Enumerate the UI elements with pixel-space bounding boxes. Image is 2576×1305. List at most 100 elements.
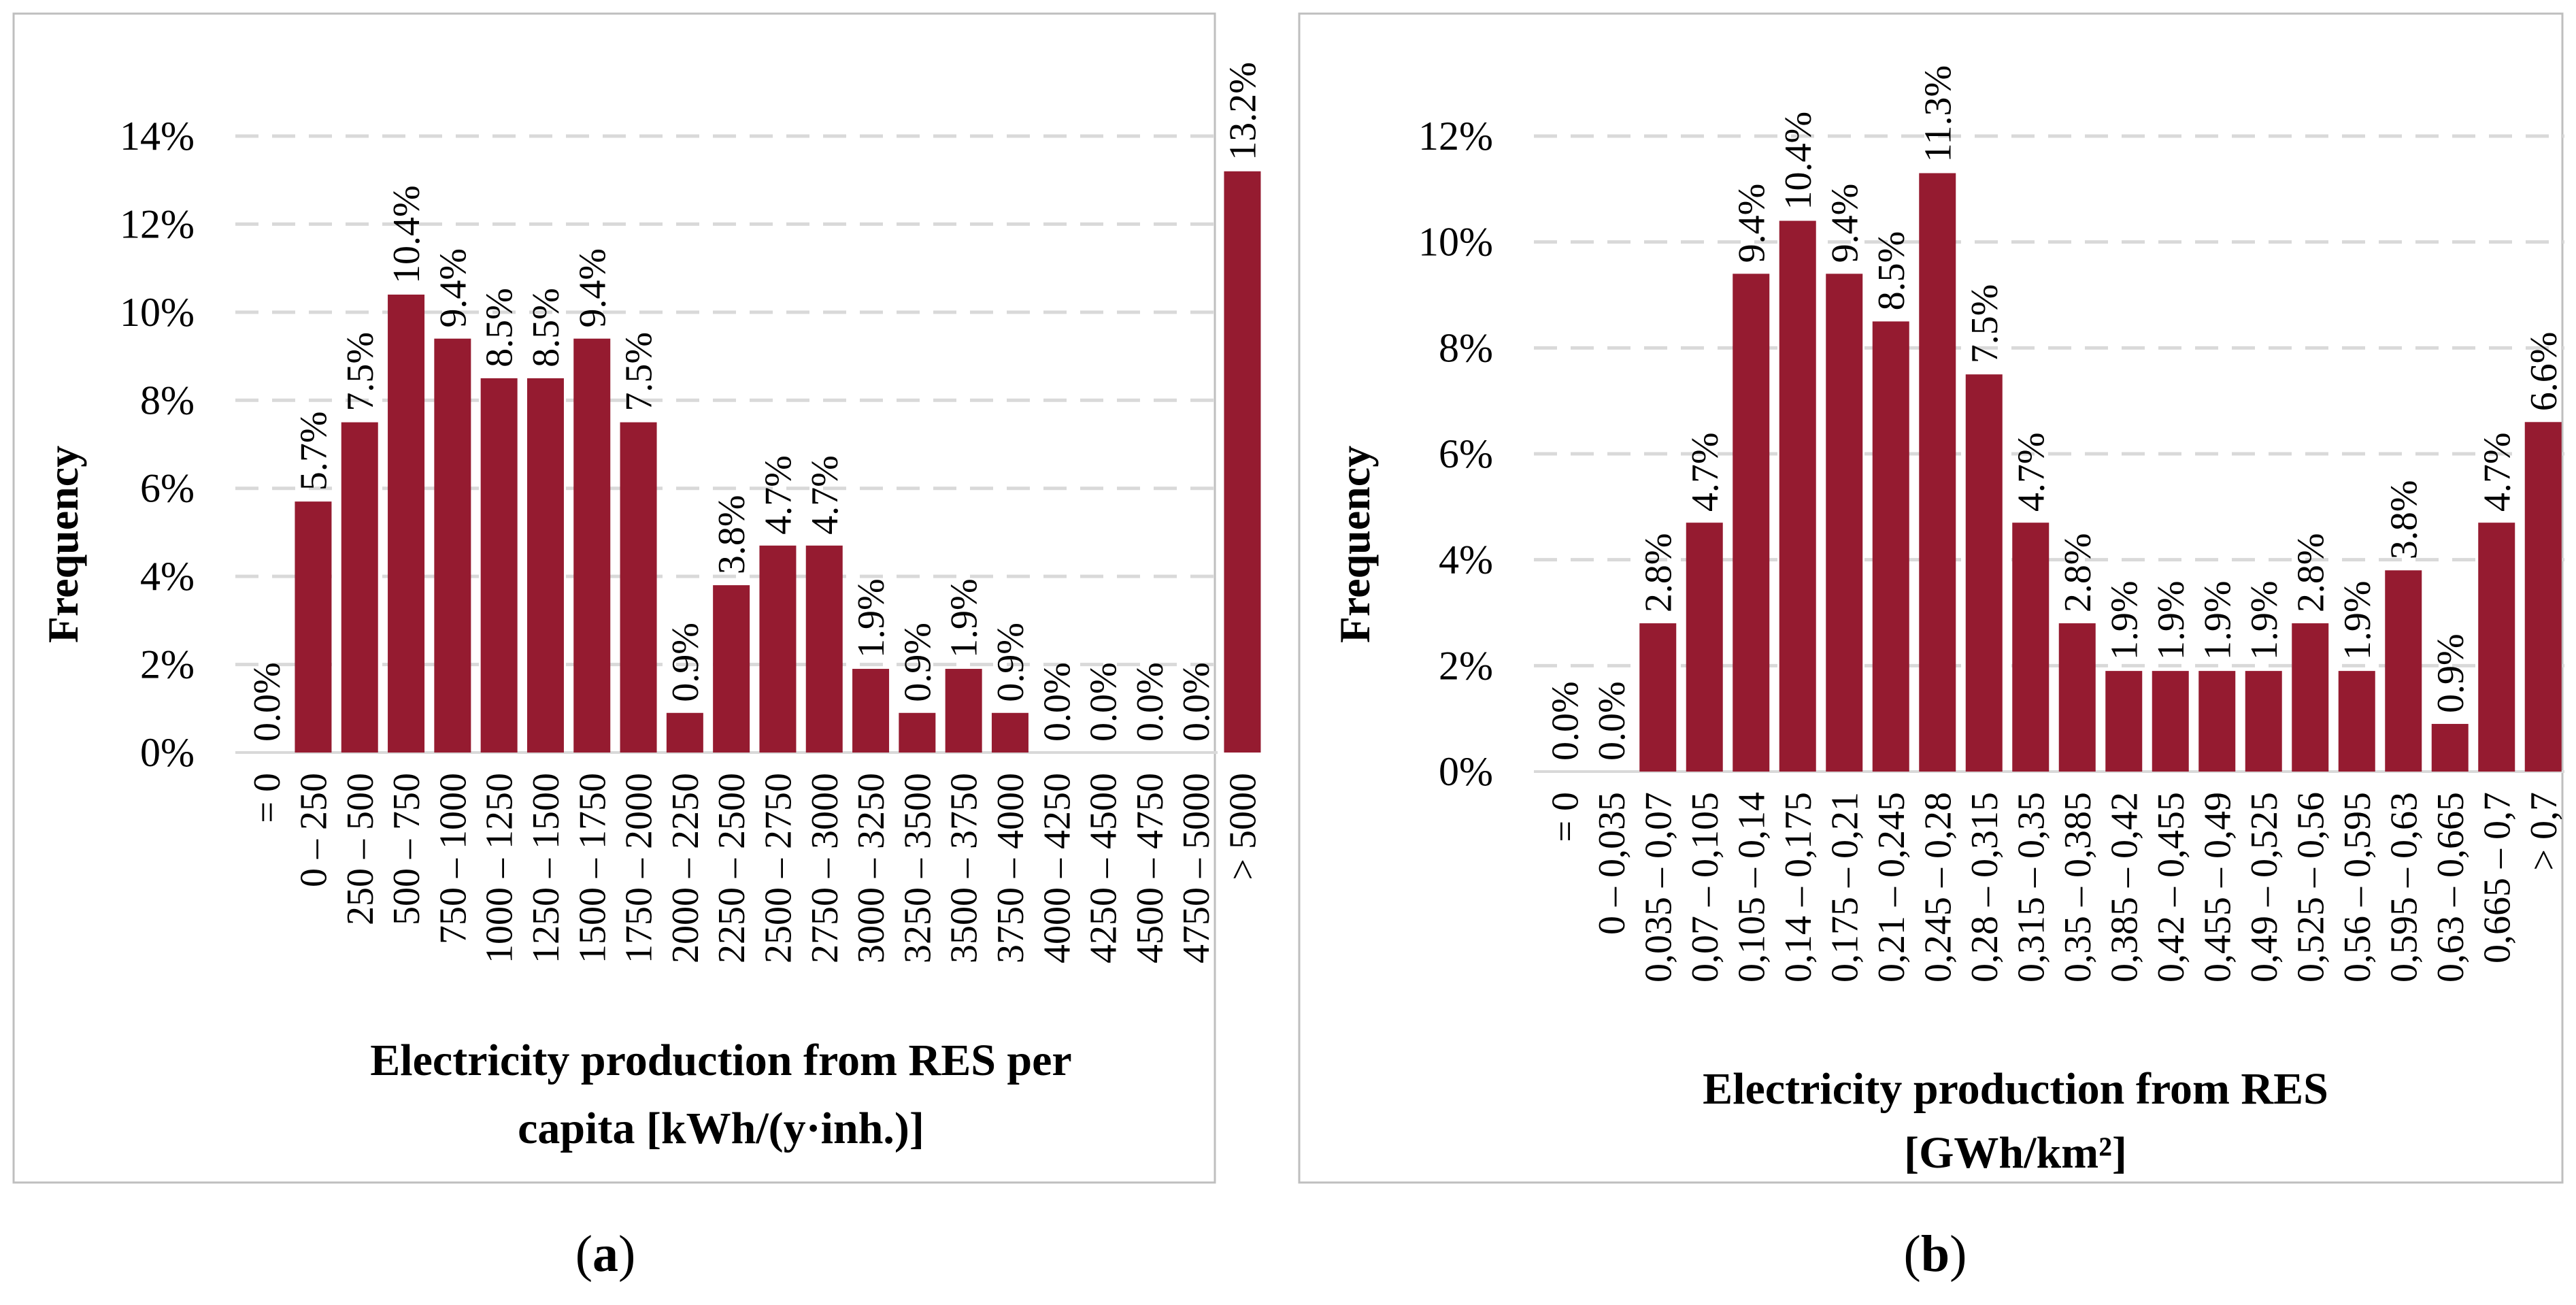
category-label-a-1: 0 – 250: [292, 773, 335, 887]
caption-b-open: (: [1903, 1225, 1921, 1283]
category-label-b-21: > 0,7: [2523, 792, 2565, 871]
category-label-a-6: 1250 – 1500: [525, 773, 567, 963]
bar-a-21: [1224, 171, 1261, 753]
y-tick-label-a: 10%: [120, 290, 195, 335]
category-label-a-16: 3750 – 4000: [990, 773, 1032, 963]
category-label-a-10: 2250 – 2500: [711, 773, 753, 963]
category-label-a-12: 2750 – 3000: [804, 773, 846, 963]
y-tick-label-a: 12%: [120, 201, 195, 246]
x-axis-title-a: Electricity production from RES per: [370, 1036, 1071, 1085]
category-label-b-14: 0,455 – 0,49: [2196, 792, 2239, 982]
data-label-a-7: 9.4%: [571, 248, 614, 328]
category-label-b-19: 0,63 – 0,665: [2430, 792, 2472, 982]
category-label-b-17: 0,56 – 0,595: [2337, 792, 2379, 982]
bar-b-6: [1826, 274, 1863, 772]
category-label-b-3: 0,07 – 0,105: [1684, 792, 1726, 982]
data-label-b-0: 0.0%: [1544, 681, 1586, 761]
data-label-b-11: 2.8%: [2057, 533, 2099, 612]
bar-a-5: [480, 378, 518, 753]
category-label-a-20: 4750 – 5000: [1175, 773, 1218, 963]
bar-b-11: [2058, 623, 2096, 772]
category-label-b-15: 0,49 – 0,525: [2243, 792, 2286, 982]
category-label-b-13: 0,42 – 0,455: [2150, 792, 2192, 982]
bar-b-20: [2478, 523, 2515, 772]
data-label-a-10: 3.8%: [711, 495, 753, 574]
category-label-b-4: 0,105 – 0,14: [1730, 792, 1773, 982]
category-label-a-4: 750 – 1000: [432, 773, 474, 944]
category-label-a-8: 1750 – 2000: [618, 773, 660, 963]
data-label-b-17: 1.9%: [2337, 580, 2379, 660]
y-tick-label-a: 4%: [140, 554, 195, 599]
data-label-b-18: 3.8%: [2383, 480, 2425, 560]
data-label-a-19: 0.0%: [1129, 662, 1171, 742]
data-label-a-14: 0.9%: [897, 623, 939, 702]
bar-b-19: [2431, 723, 2469, 772]
bar-b-12: [2105, 671, 2143, 772]
data-label-a-11: 4.7%: [757, 455, 799, 535]
y-tick-label-a: 0%: [140, 730, 195, 775]
category-label-b-5: 0,14 – 0,175: [1777, 792, 1820, 982]
category-label-a-5: 1000 – 1250: [479, 773, 521, 963]
bar-a-7: [573, 338, 611, 753]
bar-a-14: [899, 712, 936, 753]
chart-frame-b: [1298, 12, 2564, 1184]
data-label-a-21: 13.2%: [1222, 62, 1264, 161]
caption-b-close: ): [1950, 1225, 1967, 1283]
data-label-a-17: 0.0%: [1036, 662, 1078, 742]
x-axis-title-b: [GWh/km²]: [1904, 1128, 2127, 1178]
y-tick-label-b: 8%: [1439, 325, 1493, 370]
data-label-b-10: 4.7%: [2010, 433, 2052, 512]
data-label-b-5: 10.4%: [1777, 112, 1820, 210]
bar-b-3: [1686, 523, 1723, 772]
data-label-b-20: 4.7%: [2476, 433, 2518, 512]
y-tick-label-b: 6%: [1439, 431, 1493, 476]
category-label-b-10: 0,315 – 0,35: [2010, 792, 2052, 982]
category-label-a-14: 3250 – 3500: [897, 773, 939, 963]
data-label-a-9: 0.9%: [665, 623, 707, 702]
bar-a-13: [852, 669, 890, 753]
y-axis-title-a: Frequency: [39, 446, 87, 643]
bar-a-1: [295, 501, 332, 753]
data-label-a-12: 4.7%: [804, 455, 846, 535]
data-label-a-4: 9.4%: [432, 248, 474, 328]
category-label-a-7: 1500 – 1750: [571, 773, 614, 963]
chart-frame-a: [12, 12, 1216, 1184]
chart-panel-a: 0% 2% 4% 6% 8% 10% 12% 14% Frequency 0.0% = 0 5.7% 0…: [12, 12, 1264, 1184]
y-tick-label-a: 2%: [140, 642, 195, 687]
caption-a: (a): [537, 1225, 673, 1284]
data-label-b-4: 9.4%: [1730, 184, 1773, 263]
x-axis-title-b: Electricity production from RES: [1703, 1064, 2328, 1114]
data-label-a-15: 1.9%: [943, 578, 986, 658]
category-label-b-8: 0,245 – 0,28: [1917, 792, 1959, 982]
y-axis-title-b: Frequency: [1331, 446, 1379, 643]
category-label-b-16: 0,525 – 0,56: [2290, 792, 2332, 982]
bar-b-2: [1639, 623, 1677, 772]
category-label-a-9: 2000 – 2250: [665, 773, 707, 963]
category-label-b-6: 0,175 – 0,21: [1824, 792, 1866, 982]
y-tick-label-a: 6%: [140, 466, 195, 511]
bar-b-13: [2152, 671, 2189, 772]
y-tick-label-b: 4%: [1439, 538, 1493, 582]
data-label-a-8: 7.5%: [618, 332, 660, 412]
caption-b-letter: b: [1920, 1225, 1950, 1283]
data-label-b-12: 1.9%: [2103, 580, 2145, 660]
data-label-b-3: 4.7%: [1684, 433, 1726, 512]
category-label-a-0: = 0: [246, 773, 288, 823]
bar-b-17: [2338, 671, 2375, 772]
bar-b-16: [2292, 623, 2329, 772]
bar-b-9: [1965, 374, 2003, 772]
caption-a-open: (: [575, 1225, 592, 1283]
data-label-b-2: 2.8%: [1637, 533, 1679, 612]
bar-a-9: [666, 712, 703, 753]
data-label-b-13: 1.9%: [2150, 580, 2192, 660]
data-label-b-14: 1.9%: [2196, 580, 2239, 660]
bar-b-10: [2012, 523, 2050, 772]
category-label-b-2: 0,035 – 0,07: [1637, 792, 1679, 982]
category-label-a-18: 4250 – 4500: [1083, 773, 1125, 963]
data-label-a-5: 8.5%: [479, 288, 521, 367]
data-label-a-18: 0.0%: [1083, 662, 1125, 742]
category-label-a-15: 3500 – 3750: [943, 773, 986, 963]
caption-a-letter: a: [592, 1225, 618, 1283]
